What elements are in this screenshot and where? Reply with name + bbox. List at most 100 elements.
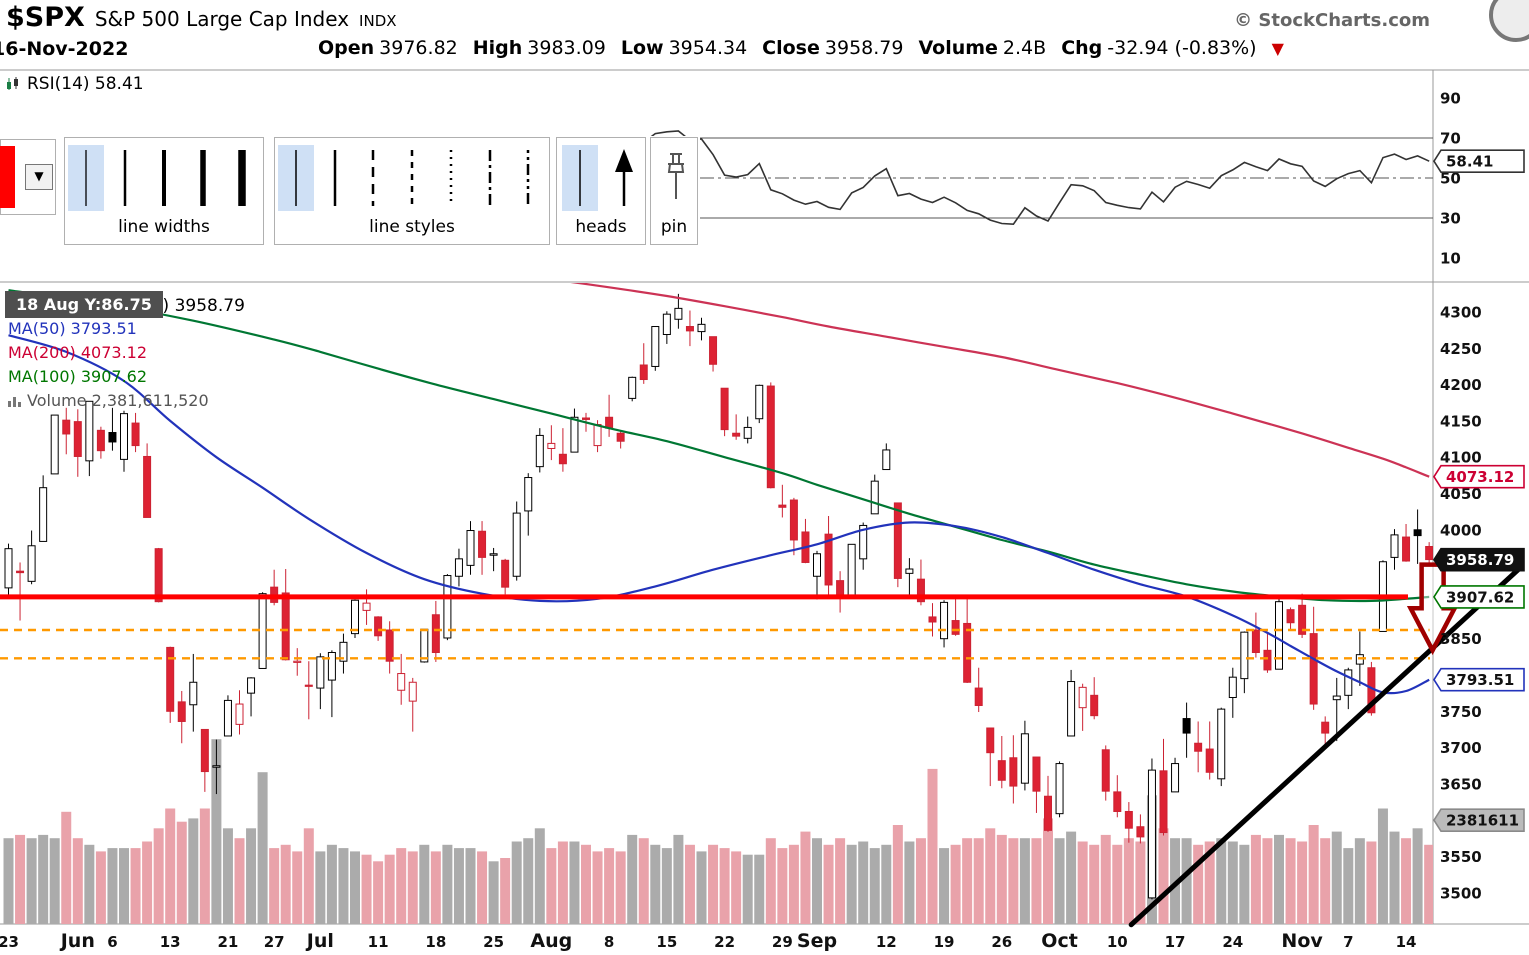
close-label: Close	[762, 37, 820, 59]
color-swatch[interactable]	[0, 146, 15, 208]
moving-averages	[8, 283, 1430, 695]
price-axis-label: 4150	[1440, 412, 1482, 430]
line-width-option-5[interactable]	[224, 145, 260, 211]
change-down-icon: ▼	[1271, 39, 1284, 58]
price-axis-label: 4250	[1440, 340, 1482, 358]
exchange-label: INDX	[359, 12, 397, 30]
line-style-dash-dot[interactable]	[472, 145, 508, 211]
line-width-option-2[interactable]	[107, 145, 143, 211]
price-axis-label: 3650	[1440, 775, 1482, 793]
color-dropdown-button[interactable]: ▼	[25, 164, 53, 190]
style-solid2-icon	[333, 149, 336, 206]
candlesticks	[4, 293, 1433, 900]
annotation-tooltip: 18 Aug Y:86.75	[5, 291, 163, 318]
price-axis-label: 3750	[1440, 703, 1482, 721]
svg-text:2381611: 2381611	[1446, 812, 1519, 830]
indicator-icon	[7, 77, 18, 90]
header-title: $SPX S&P 500 Large Cap Index INDX	[6, 2, 397, 33]
date-axis-label: 24	[1222, 933, 1243, 951]
head-options	[557, 138, 645, 217]
date-axis-label: 25	[483, 933, 504, 951]
date-axis-label: 15	[656, 933, 677, 951]
date-axis-label: Sep	[797, 930, 837, 952]
line-style-dotted[interactable]	[433, 145, 469, 211]
width-5-icon	[238, 149, 246, 206]
axis-badge: 3793.51	[1433, 667, 1525, 692]
head-none-icon	[579, 149, 582, 206]
line-widths-panel: line widths	[64, 137, 264, 245]
color-picker[interactable]: ▼	[0, 139, 56, 215]
style-dot-dash-icon	[527, 149, 530, 206]
width-3-icon	[162, 149, 166, 206]
legend-ma100: MA(100) 3907.62	[8, 367, 148, 386]
price-axis-label: 4300	[1440, 304, 1482, 322]
high-value: 3983.09	[527, 37, 606, 59]
date-axis-label: Oct	[1041, 930, 1078, 952]
line-width-option-3[interactable]	[146, 145, 182, 211]
legend-ma200: MA(200) 4073.12	[8, 343, 148, 362]
price-axis-label: 4000	[1440, 521, 1482, 539]
line-style-dot-dash[interactable]	[510, 145, 546, 211]
date-axis-label: 12	[876, 933, 897, 951]
quote-bar: Open 3976.82 High 3983.09 Low 3954.34 Close…	[318, 37, 1284, 59]
rsi-axis-label: 30	[1440, 210, 1461, 228]
pin-option[interactable]	[656, 145, 692, 211]
svg-text:58.41: 58.41	[1446, 153, 1493, 171]
line-width-option-4[interactable]	[185, 145, 221, 211]
pin-label: pin	[660, 217, 688, 237]
head-option-none[interactable]	[562, 144, 599, 211]
pin-icon	[667, 152, 685, 199]
rsi-axis-label: 70	[1440, 130, 1461, 148]
line-widths-label: line widths	[118, 217, 210, 237]
volume-bars	[3, 739, 1433, 924]
style-dash-dot-icon	[488, 149, 491, 206]
axis-badge: 2381611	[1433, 808, 1525, 832]
style-dotted-icon	[449, 149, 452, 206]
line-width-options	[65, 138, 263, 217]
line-width-option-1[interactable]	[68, 144, 104, 211]
close-value: 3958.79	[824, 37, 904, 59]
legend-ma50: MA(50) 3793.51	[8, 319, 137, 338]
price-axis-label: 4050	[1440, 485, 1482, 503]
chg-label: Chg	[1061, 37, 1103, 59]
line-style-dash-long[interactable]	[355, 145, 391, 211]
legend-volume: Volume 2,381,611,520	[8, 389, 209, 413]
date-axis-label: 6	[107, 933, 117, 951]
svg-text:3907.62: 3907.62	[1446, 588, 1514, 606]
price-axis-label: 3500	[1440, 884, 1482, 902]
date-axis-label: 26	[991, 933, 1012, 951]
chart-legend: MA(50) 3793.51 MA(200) 4073.12 MA(100) 3…	[8, 317, 209, 413]
symbol: $SPX	[6, 2, 85, 33]
annotations[interactable]	[0, 562, 1521, 928]
date-axis-label: 22	[714, 933, 735, 951]
line-styles-label: line styles	[369, 217, 455, 237]
rsi-indicator-label: RSI(14) 58.41	[6, 74, 144, 94]
rsi-axis-label: 10	[1440, 250, 1461, 268]
line-style-solid[interactable]	[277, 144, 314, 211]
price-axis-label: 4100	[1440, 449, 1482, 467]
price-axis-label: 3550	[1440, 848, 1482, 866]
stockcharts-credit: © StockCharts.com	[1234, 10, 1430, 31]
date-axis-label: 7	[1343, 933, 1353, 951]
style-solid-icon	[295, 149, 297, 206]
open-value: 3976.82	[379, 37, 458, 59]
date-axis-label: Nov	[1281, 930, 1323, 952]
date-axis-label: Jun	[59, 930, 95, 952]
rsi-axis-label: 50	[1440, 170, 1461, 188]
line-styles-panel: line styles	[274, 137, 550, 245]
low-label: Low	[620, 37, 664, 59]
symbol-name: S&P 500 Large Cap Index	[94, 7, 350, 31]
line-style-dash-short[interactable]	[394, 145, 430, 211]
width-2-icon	[123, 149, 127, 206]
high-label: High	[472, 37, 523, 59]
date-axis-label: 29	[772, 933, 793, 951]
line-style-solid-2[interactable]	[317, 145, 353, 211]
head-option-arrow[interactable]	[604, 145, 640, 211]
dropdown-arrow-icon: ▼	[34, 169, 44, 183]
style-dash-short-icon	[410, 149, 414, 206]
date-axis-label: 27	[264, 933, 285, 951]
trendline	[1128, 567, 1521, 928]
svg-text:3958.79: 3958.79	[1446, 551, 1514, 569]
volume-label: Volume	[918, 37, 998, 59]
date-axis-label: 23	[0, 933, 19, 951]
